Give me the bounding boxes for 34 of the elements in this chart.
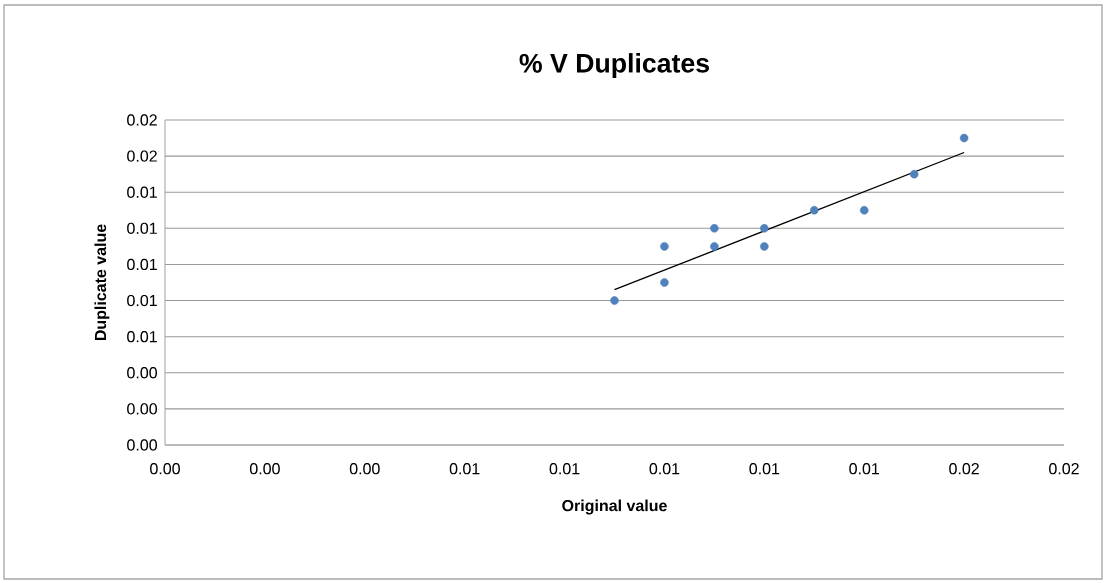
x-tick-label: 0.00 — [150, 463, 180, 475]
x-tick-label: 0.01 — [649, 463, 680, 475]
point — [909, 169, 919, 179]
y-tick-label: 0.01 — [127, 331, 157, 343]
x-tick-label: 0.00 — [249, 463, 280, 475]
point — [660, 278, 669, 287]
x-tick-label: 0.00 — [349, 463, 380, 475]
point — [760, 224, 769, 233]
point — [859, 206, 869, 215]
y-tick-label: 0.01 — [127, 294, 157, 307]
point — [610, 296, 619, 305]
point — [959, 133, 969, 143]
y-tick-label: 0.00 — [127, 367, 158, 379]
y-tick-label: 0.00 — [127, 403, 158, 415]
x-tick-label: 0.02 — [1049, 463, 1079, 475]
point — [660, 242, 669, 251]
y-tick-label: 0.00 — [127, 439, 158, 451]
x-tick-label: 0.01 — [549, 463, 580, 475]
point — [710, 242, 719, 251]
y-tick-label: 0.02 — [127, 114, 157, 126]
point — [710, 224, 719, 233]
y-tick-label: 0.01 — [127, 258, 157, 271]
y-tick-label: 0.01 — [127, 186, 157, 198]
point — [810, 206, 819, 215]
x-tick-label: 0.01 — [449, 463, 480, 475]
x-tick-label: 0.01 — [749, 463, 780, 475]
x-tick-label: 0.01 — [849, 463, 880, 475]
y-tick-label: 0.02 — [127, 150, 157, 162]
x-axis-title: Original value — [562, 499, 667, 515]
chart-title: % V Duplicates — [519, 53, 709, 78]
y-axis-title: Duplicate value — [94, 224, 110, 341]
point — [760, 242, 769, 251]
y-tick-label: 0.01 — [127, 222, 157, 234]
x-tick-label: 0.02 — [949, 463, 979, 475]
